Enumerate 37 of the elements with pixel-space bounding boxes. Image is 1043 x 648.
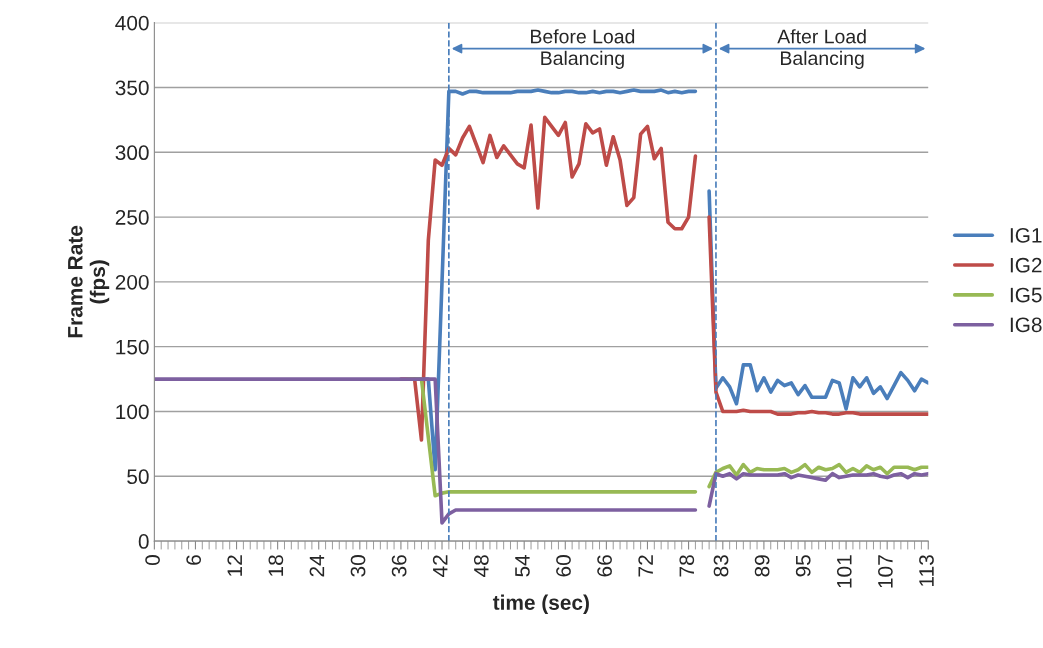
y-tick-label: 50 — [127, 469, 149, 485]
x-tick-label: 101 — [836, 555, 852, 588]
x-tick-label: 66 — [597, 555, 612, 577]
x-tick-label: 18 — [268, 555, 284, 576]
x-tick-label: 95 — [795, 555, 811, 577]
y-tick-label: 250 — [115, 210, 149, 225]
y-tick-label: 400 — [115, 15, 149, 31]
x-tick-label: 30 — [350, 555, 366, 577]
x-tick-label: 42 — [432, 555, 448, 577]
x-tick-label: 6 — [186, 555, 202, 565]
x-tick-label: 83 — [713, 555, 729, 577]
x-tick-label: 24 — [309, 554, 325, 577]
x-tick-label: 12 — [227, 555, 242, 576]
x-tick-label: 113 — [919, 555, 934, 586]
annotation: After Load Balancing — [777, 29, 866, 69]
x-tick-label: 54 — [515, 554, 530, 577]
annotation: Before Load Balancing — [531, 29, 635, 69]
x-tick-label: 60 — [556, 555, 571, 577]
legend-label: IG1 — [1010, 227, 1042, 243]
x-tick-label: 89 — [754, 555, 770, 577]
x-tick-label: 78 — [679, 555, 695, 577]
x-tick-label: 36 — [391, 555, 407, 577]
x-tick-label: 48 — [473, 555, 489, 577]
y-tick-label: 0 — [138, 534, 149, 549]
x-tick-label: 107 — [878, 555, 893, 588]
x-axis-title: time (sec) — [492, 594, 589, 615]
legend-label: IG8 — [1010, 317, 1042, 333]
x-tick-label: 0 — [145, 555, 160, 566]
legend-label: IG5 — [1010, 287, 1042, 303]
y-axis-title: Frame Rate (fps) — [68, 225, 110, 338]
y-tick-label: 300 — [115, 145, 149, 161]
y-tick-label: 350 — [115, 80, 149, 96]
legend-label: IG2 — [1010, 257, 1042, 273]
y-tick-label: 150 — [116, 339, 149, 355]
y-tick-label: 200 — [115, 274, 149, 290]
y-tick-label: 100 — [116, 404, 149, 420]
x-tick-label: 72 — [638, 555, 653, 577]
